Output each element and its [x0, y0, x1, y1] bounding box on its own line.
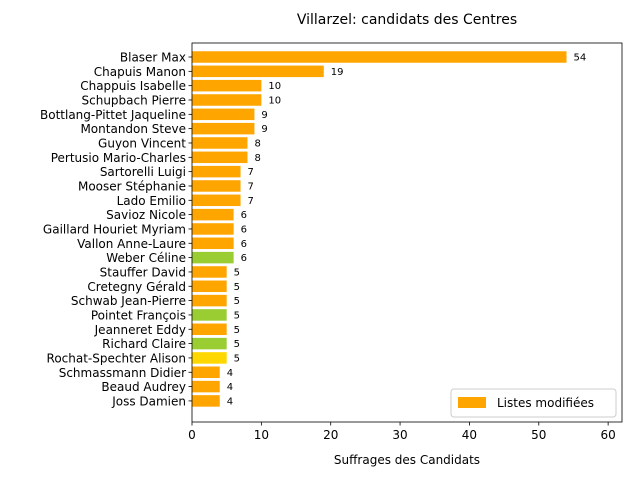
bar-value-label: 7: [248, 196, 254, 207]
x-tick-label: 30: [392, 428, 407, 442]
y-tick-label: Vallon Anne-Laure: [77, 237, 186, 251]
legend: Listes modifiées: [450, 388, 617, 418]
bar: [192, 51, 567, 63]
x-tick-label: 0: [188, 428, 196, 442]
y-tick-label: Chapuis Manon: [94, 65, 186, 79]
y-tick-label: Weber Céline: [106, 251, 186, 265]
bar-value-label: 8: [254, 138, 260, 149]
bar: [192, 122, 255, 135]
legend-label: Listes modifiées: [497, 396, 594, 410]
bar: [192, 151, 248, 164]
bar-value-label: 6: [241, 210, 247, 221]
bar-value-label: 19: [331, 67, 344, 78]
y-tick-label: Rochat-Spechter Alison: [47, 351, 186, 365]
bar: [192, 309, 227, 321]
plot-frame: [191, 42, 623, 423]
bar-value-label: 7: [248, 181, 254, 192]
bar: [192, 79, 262, 92]
y-tick-label: Stauffer David: [100, 265, 186, 279]
bar: [192, 208, 234, 221]
bar: [192, 137, 248, 149]
bar-value-label: 4: [227, 368, 233, 379]
y-tick-label: Lado Emilio: [117, 194, 186, 208]
y-tick-label: Schmassmann Didier: [59, 366, 186, 380]
bar: [192, 194, 241, 207]
bar-value-label: 54: [574, 53, 587, 64]
bar: [192, 165, 241, 178]
x-tick-label: 60: [600, 428, 615, 442]
x-tick-label: 40: [462, 428, 477, 442]
y-tick-label: Chappuis Isabelle: [80, 79, 186, 93]
bar: [192, 294, 227, 307]
y-tick-label: Beaud Audrey: [101, 380, 186, 394]
y-tick-label: Joss Damien: [111, 394, 186, 408]
bar: [192, 337, 227, 350]
y-tick-label: Gaillard Houriet Myriam: [43, 222, 186, 236]
bar: [192, 323, 227, 336]
bar: [192, 180, 241, 192]
x-tick-label: 50: [531, 428, 546, 442]
bar-value-label: 5: [234, 296, 240, 307]
bar-value-label: 4: [227, 396, 233, 407]
x-axis-label: Suffrages des Candidats: [334, 453, 480, 467]
bar: [192, 266, 227, 278]
bar: [192, 237, 234, 250]
bar-value-label: 5: [234, 282, 240, 293]
bar-value-label: 9: [261, 110, 267, 121]
y-tick-label: Pointet François: [91, 308, 186, 322]
bar: [192, 108, 255, 121]
bar: [192, 94, 262, 106]
bar-value-label: 6: [241, 239, 247, 250]
chart-title: Villarzel: candidats des Centres: [297, 12, 517, 28]
y-tick-label: Pertusio Mario-Charles: [51, 151, 186, 165]
bar-value-label: 10: [268, 95, 281, 106]
y-tick-label: Richard Claire: [102, 337, 186, 351]
bar-value-label: 5: [234, 267, 240, 278]
y-tick-label: Bottlang-Pittet Jaqueline: [40, 108, 186, 122]
bar: [192, 280, 227, 293]
y-tick-label: Montandon Steve: [80, 122, 186, 136]
bar: [192, 251, 234, 264]
bar-value-label: 8: [254, 153, 260, 164]
bar-value-label: 5: [234, 353, 240, 364]
bar-value-label: 4: [227, 382, 233, 393]
y-tick-label: Guyon Vincent: [98, 136, 186, 150]
bar: [192, 380, 220, 393]
y-tick-label: Schwab Jean-Pierre: [71, 294, 186, 308]
bar-value-label: 9: [261, 124, 267, 135]
x-tick-label: 10: [254, 428, 269, 442]
bar-value-label: 6: [241, 224, 247, 235]
legend-frame: [450, 388, 617, 418]
y-tick-label: Mooser Stéphanie: [78, 179, 186, 193]
bar: [192, 223, 234, 235]
y-tick-label: Jeanneret Eddy: [94, 323, 186, 337]
bar: [192, 352, 227, 364]
y-tick-label: Blaser Max: [120, 51, 186, 65]
bar: [192, 65, 324, 78]
y-tick-label: Cretegny Gérald: [87, 280, 186, 294]
x-tick-label: 20: [323, 428, 338, 442]
bar-value-label: 6: [241, 253, 247, 264]
legend-swatch: [458, 397, 486, 408]
bar-value-label: 5: [234, 325, 240, 336]
bar-value-label: 5: [234, 339, 240, 350]
bar: [192, 395, 220, 407]
bar-value-label: 10: [268, 81, 281, 92]
bar: [192, 366, 220, 379]
y-tick-label: Schupbach Pierre: [82, 93, 187, 107]
y-tick-label: Sartorelli Luigi: [100, 165, 186, 179]
y-tick-label: Savioz Nicole: [106, 208, 186, 222]
bar-value-label: 7: [248, 167, 254, 178]
bar-value-label: 5: [234, 310, 240, 321]
